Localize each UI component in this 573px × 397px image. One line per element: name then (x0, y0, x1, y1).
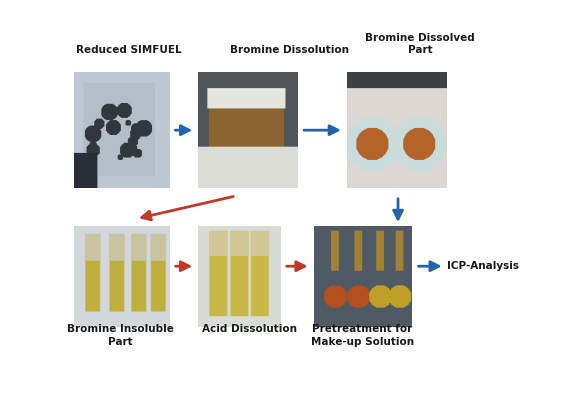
Text: Bromine Dissolved
Part: Bromine Dissolved Part (366, 33, 475, 55)
Text: Bromine Insoluble
Part: Bromine Insoluble Part (67, 324, 174, 347)
Text: Bromine Dissolution: Bromine Dissolution (230, 45, 349, 55)
Text: Acid Dissolution: Acid Dissolution (202, 324, 297, 334)
Text: Pretreatment for
Make-up Solution: Pretreatment for Make-up Solution (311, 324, 414, 347)
Text: Reduced SIMFUEL: Reduced SIMFUEL (76, 45, 182, 55)
Text: ICP-Analysis: ICP-Analysis (447, 261, 519, 271)
